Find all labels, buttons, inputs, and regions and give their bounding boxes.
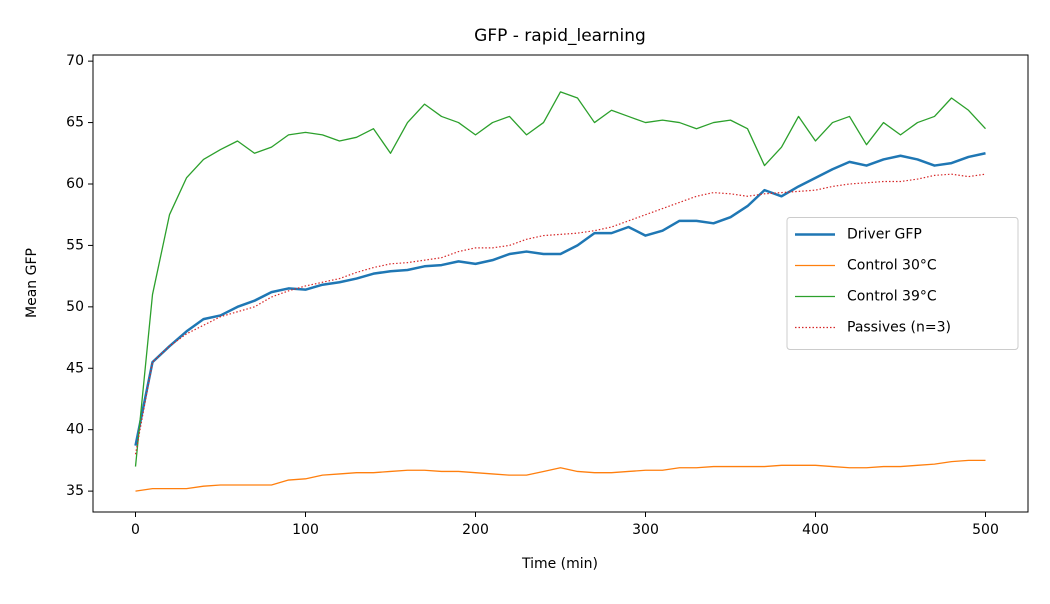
legend-label: Passives (n=3) <box>847 320 951 336</box>
y-tick-label: 45 <box>66 360 84 376</box>
data-line <box>134 152 986 446</box>
y-tick-label: 60 <box>66 176 84 192</box>
legend-label: Control 39°C <box>847 289 937 305</box>
x-tick-label: 200 <box>462 522 489 538</box>
y-tick-label: 55 <box>66 237 84 253</box>
chart-title: GFP - rapid_learning <box>474 26 646 46</box>
plot-frame <box>92 54 1029 513</box>
x-tick-label: 300 <box>632 522 659 538</box>
y-tick-label: 70 <box>66 53 84 69</box>
legend-label: Control 30°C <box>847 258 937 274</box>
x-tick-label: 500 <box>972 522 999 538</box>
legend-label: Driver GFP <box>847 227 922 243</box>
y-tick-label: 35 <box>66 483 84 499</box>
y-axis-label: Mean GFP <box>24 248 40 318</box>
y-tick-label: 65 <box>66 115 84 131</box>
x-tick-label: 100 <box>292 522 319 538</box>
data-line <box>135 459 986 492</box>
data-line <box>134 173 986 455</box>
y-tick-label: 50 <box>66 299 84 315</box>
x-tick-label: 400 <box>802 522 829 538</box>
legend-box <box>786 217 1019 350</box>
data-line <box>134 91 986 467</box>
y-tick-label: 40 <box>66 422 84 438</box>
x-axis-label: Time (min) <box>521 556 598 572</box>
x-tick-label: 0 <box>131 522 140 538</box>
